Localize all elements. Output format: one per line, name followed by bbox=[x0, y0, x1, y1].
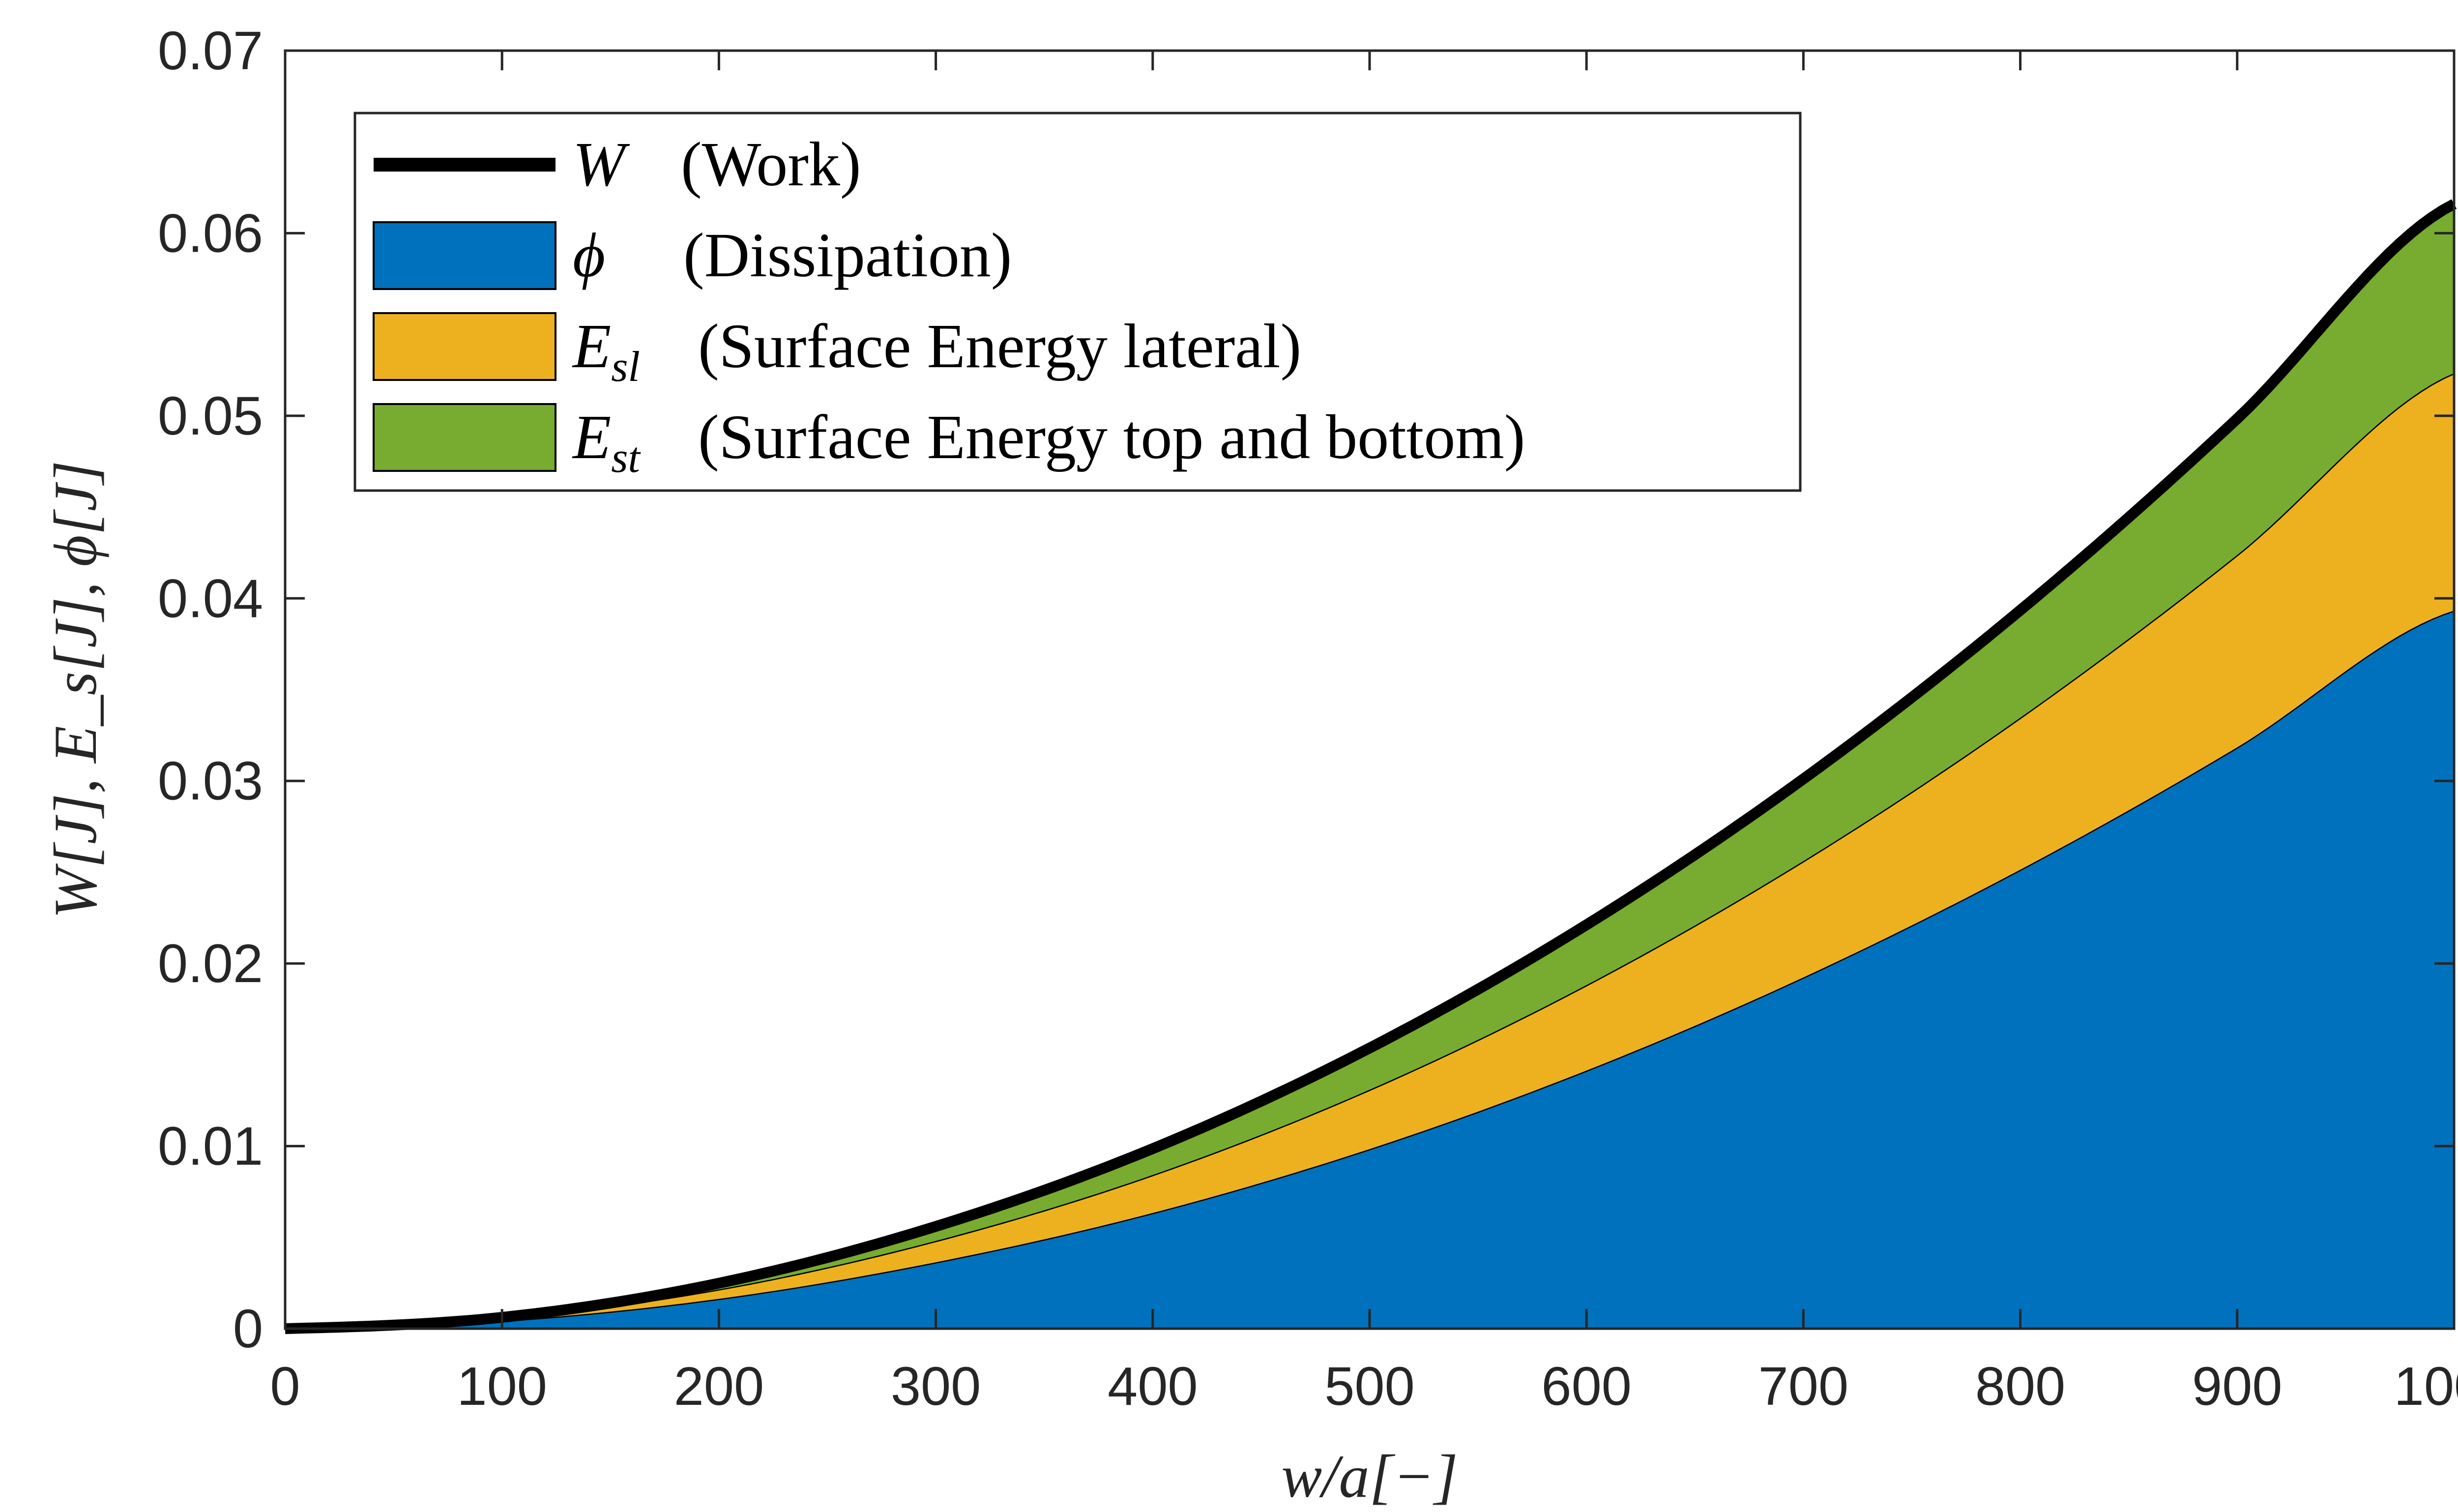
y-tick-label: 0.02 bbox=[158, 933, 263, 994]
tick-layer bbox=[284, 49, 2456, 1330]
x-tick-label: 300 bbox=[891, 1356, 981, 1417]
x-tick-label: 800 bbox=[1975, 1356, 2066, 1417]
y-tick-label: 0.07 bbox=[158, 21, 263, 81]
legend-box bbox=[353, 112, 1802, 492]
legend: W (Work) ϕ (Dissipation) Esl (Surface Energy … bbox=[353, 112, 1802, 492]
legend-swatch-1 bbox=[373, 221, 556, 290]
x-tick-label: 700 bbox=[1758, 1356, 1849, 1417]
x-tick-label: 100 bbox=[457, 1356, 547, 1417]
y-tick-label: 0.03 bbox=[158, 751, 263, 812]
work-line bbox=[285, 199, 2457, 1334]
x-tick-label: 500 bbox=[1324, 1356, 1415, 1417]
x-tick-label: 0 bbox=[270, 1356, 300, 1417]
legend-swatch-2 bbox=[373, 312, 556, 381]
y-tick-label: 0.05 bbox=[158, 386, 263, 446]
legend-label-2: ϕ (Dissipation) bbox=[573, 220, 1012, 290]
x-axis-label: w/a[−] bbox=[1281, 1443, 1458, 1510]
legend-swatch-3 bbox=[373, 403, 556, 472]
legend-label-4: Est (Surface Energy top and bottom) bbox=[572, 402, 1525, 482]
y-tick-label: 0 bbox=[233, 1299, 263, 1359]
y-axis-label: W[J], E_s[J], ϕ[J] bbox=[42, 461, 109, 919]
y-tick-label: 0.06 bbox=[158, 203, 263, 263]
x-tick-label: 400 bbox=[1108, 1356, 1198, 1417]
x-tick-label: 200 bbox=[674, 1356, 764, 1417]
x-tick-label: 900 bbox=[2192, 1356, 2282, 1417]
legend-label-3: Esl (Surface Energy lateral) bbox=[572, 311, 1301, 391]
x-tick-label: 600 bbox=[1541, 1356, 1632, 1417]
y-tick-label: 0.01 bbox=[158, 1116, 263, 1177]
y-tick-label: 0.04 bbox=[158, 568, 263, 629]
y-tick-labels: 0 0.01 0.02 0.03 0.04 0.05 0.06 0.07 bbox=[158, 21, 263, 1359]
legend-label-1: W (Work) bbox=[573, 129, 861, 199]
line-layer bbox=[285, 199, 2457, 1334]
